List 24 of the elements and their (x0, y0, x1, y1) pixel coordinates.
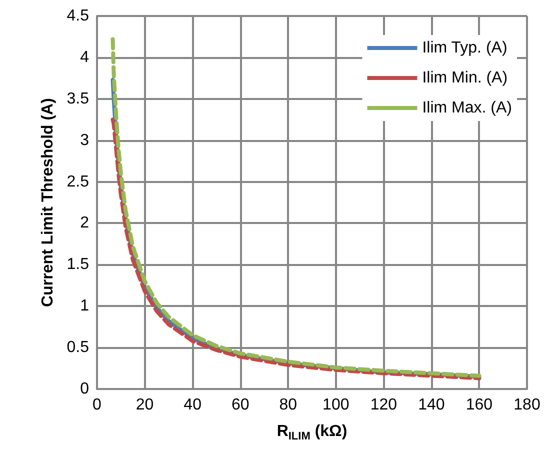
x-tick-label: 0 (92, 396, 102, 414)
y-axis-title: Current Limit Threshold (A) (39, 98, 56, 307)
y-tick-label: 1 (80, 298, 90, 315)
y-tick-label: 4.5 (66, 8, 90, 24)
x-tick-label: 120 (370, 396, 398, 414)
y-tick-label: 0.5 (66, 339, 90, 356)
y-tick-label: 4 (80, 48, 90, 66)
y-tick-label: 3 (80, 132, 90, 149)
y-tick-label: 1.5 (66, 256, 90, 274)
legend-label: Ilim Min. (A) (422, 70, 508, 86)
x-tick-label: 140 (418, 396, 445, 414)
x-tick-label: 60 (231, 396, 250, 414)
y-tick-label: 2.5 (66, 173, 90, 190)
x-tick-label: 160 (466, 396, 493, 414)
x-tick-label: 100 (322, 396, 350, 414)
legend-label: Ilim Max. (A) (422, 100, 512, 116)
x-tick-label: 80 (279, 396, 298, 414)
legend-label: Ilim Typ. (A) (422, 40, 508, 56)
y-tick-label: 0 (80, 380, 90, 398)
y-tick-label: 2 (80, 214, 90, 232)
x-tick-label: 20 (136, 396, 154, 414)
x-tick-label: 40 (184, 396, 202, 414)
x-tick-label: 180 (514, 396, 540, 414)
y-tick-label: 3.5 (66, 90, 90, 108)
